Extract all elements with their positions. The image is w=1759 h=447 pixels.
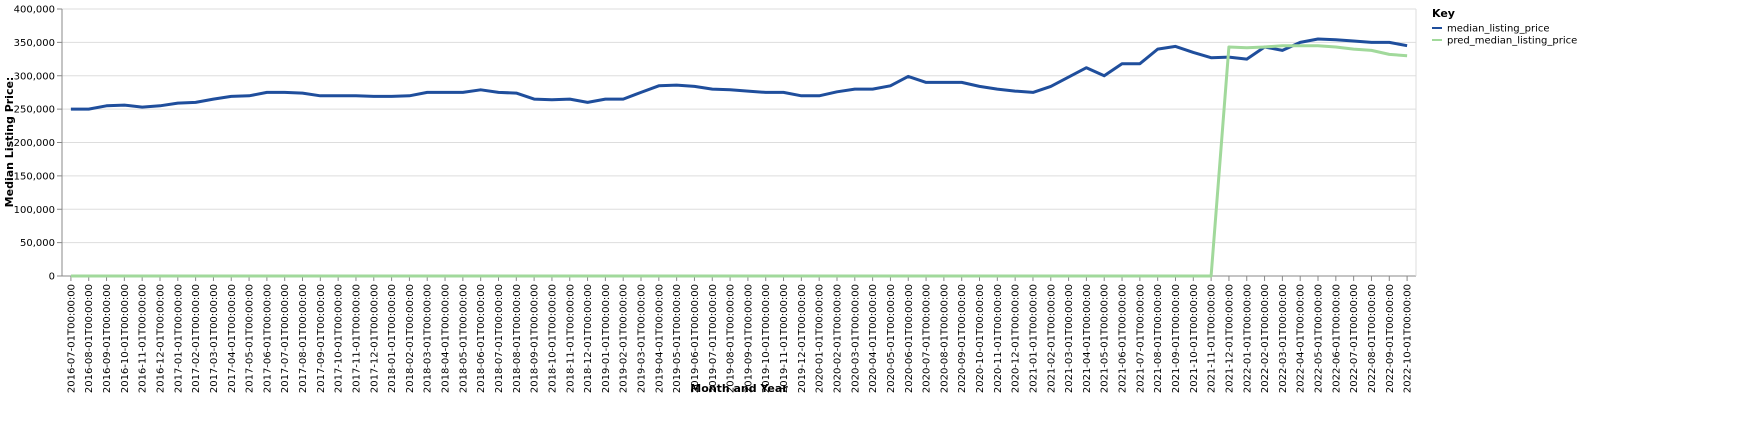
- x-tick-label: 2018-10-01T00:00:00: [547, 284, 558, 393]
- x-tick-label: 2017-05-01T00:00:00: [245, 284, 256, 393]
- x-tick-label: 2020-12-01T00:00:00: [1011, 284, 1022, 393]
- x-tick-label: 2018-12-01T00:00:00: [583, 284, 594, 393]
- x-tick-label: 2022-06-01T00:00:00: [1331, 284, 1342, 393]
- x-tick-label: 2018-08-01T00:00:00: [512, 284, 523, 393]
- series-line: [70, 44, 1408, 278]
- x-tick-label: 2021-03-01T00:00:00: [1064, 284, 1075, 393]
- x-tick-label: 2021-05-01T00:00:00: [1100, 284, 1111, 393]
- x-axis-title: Month and Year: [690, 382, 788, 395]
- x-tick-label: 2017-03-01T00:00:00: [209, 284, 220, 393]
- x-tick-label: 2021-06-01T00:00:00: [1118, 284, 1129, 393]
- x-tick-label: 2016-07-01T00:00:00: [66, 284, 77, 393]
- x-tick-label: 2018-03-01T00:00:00: [423, 284, 434, 393]
- y-axis-title: Median Listing Price:: [3, 77, 16, 208]
- x-tick-label: 2020-11-01T00:00:00: [993, 284, 1004, 393]
- x-tick-label: 2020-04-01T00:00:00: [868, 284, 879, 393]
- x-tick-label: 2017-12-01T00:00:00: [369, 284, 380, 393]
- x-tick-label: 2021-04-01T00:00:00: [1082, 284, 1093, 393]
- x-tick-label: 2018-11-01T00:00:00: [565, 284, 576, 393]
- x-tick-label: 2021-12-01T00:00:00: [1224, 284, 1235, 393]
- x-tick-label: 2022-03-01T00:00:00: [1278, 284, 1289, 393]
- x-tick-label: 2020-09-01T00:00:00: [957, 284, 968, 393]
- legend-label: median_listing_price: [1447, 24, 1550, 35]
- x-tick-label: 2020-07-01T00:00:00: [922, 284, 933, 393]
- x-tick-label: 2020-08-01T00:00:00: [939, 284, 950, 393]
- series-line: [70, 37, 1408, 111]
- x-tick-label: 2019-01-01T00:00:00: [601, 284, 612, 393]
- x-tick-label: 2016-10-01T00:00:00: [120, 284, 131, 393]
- y-tick-label: 100,000: [14, 205, 55, 216]
- x-tick-label: 2021-11-01T00:00:00: [1207, 284, 1218, 393]
- y-tick-label: 50,000: [20, 238, 55, 249]
- x-tick-label: 2019-08-01T00:00:00: [726, 284, 737, 393]
- y-tick-label: 150,000: [14, 171, 55, 182]
- x-tick-label: 2022-01-01T00:00:00: [1242, 284, 1253, 393]
- x-tick-label: 2017-06-01T00:00:00: [262, 284, 273, 393]
- x-tick-label: 2017-01-01T00:00:00: [173, 284, 184, 393]
- x-tick-label: 2016-12-01T00:00:00: [155, 284, 166, 393]
- x-tick-label: 2017-09-01T00:00:00: [316, 284, 327, 393]
- x-tick-label: 2017-10-01T00:00:00: [334, 284, 345, 393]
- x-tick-label: 2019-11-01T00:00:00: [779, 284, 790, 393]
- x-tick-label: 2020-06-01T00:00:00: [904, 284, 915, 393]
- x-tick-label: 2018-01-01T00:00:00: [387, 284, 398, 393]
- x-tick-label: 2018-05-01T00:00:00: [458, 284, 469, 393]
- x-tick-label: 2016-11-01T00:00:00: [138, 284, 149, 393]
- x-tick-label: 2016-08-01T00:00:00: [84, 284, 95, 393]
- x-tick-label: 2018-07-01T00:00:00: [494, 284, 505, 393]
- x-tick-label: 2018-02-01T00:00:00: [405, 284, 416, 393]
- x-tick-label: 2021-07-01T00:00:00: [1135, 284, 1146, 393]
- legend-label: pred_median_listing_price: [1447, 36, 1577, 47]
- x-tick-label: 2021-02-01T00:00:00: [1046, 284, 1057, 393]
- y-tick-label: 200,000: [14, 138, 55, 149]
- x-tick-label: 2017-11-01T00:00:00: [351, 284, 362, 393]
- y-tick-label: 250,000: [14, 105, 55, 116]
- y-tick-label: 300,000: [14, 71, 55, 82]
- x-tick-label: 2020-05-01T00:00:00: [886, 284, 897, 393]
- x-tick-label: 2017-08-01T00:00:00: [298, 284, 309, 393]
- x-tick-label: 2019-05-01T00:00:00: [672, 284, 683, 393]
- x-tick-label: 2022-02-01T00:00:00: [1260, 284, 1271, 393]
- x-tick-label: 2021-09-01T00:00:00: [1171, 284, 1182, 393]
- x-tick-label: 2019-09-01T00:00:00: [743, 284, 754, 393]
- x-tick-label: 2019-12-01T00:00:00: [797, 284, 808, 393]
- x-tick-label: 2017-07-01T00:00:00: [280, 284, 291, 393]
- x-tick-label: 2019-04-01T00:00:00: [654, 284, 665, 393]
- x-tick-label: 2021-10-01T00:00:00: [1189, 284, 1200, 393]
- x-tick-label: 2017-04-01T00:00:00: [227, 284, 238, 393]
- x-tick-label: 2020-02-01T00:00:00: [832, 284, 843, 393]
- legend-title: Key: [1432, 7, 1455, 20]
- x-tick-label: 2021-08-01T00:00:00: [1153, 284, 1164, 393]
- x-tick-label: 2016-09-01T00:00:00: [102, 284, 113, 393]
- x-tick-label: 2019-02-01T00:00:00: [619, 284, 630, 393]
- x-tick-label: 2019-10-01T00:00:00: [761, 284, 772, 393]
- x-tick-label: 2021-01-01T00:00:00: [1028, 284, 1039, 393]
- x-tick-label: 2019-06-01T00:00:00: [690, 284, 701, 393]
- x-tick-label: 2018-06-01T00:00:00: [476, 284, 487, 393]
- x-tick-label: 2019-03-01T00:00:00: [637, 284, 648, 393]
- x-tick-label: 2022-08-01T00:00:00: [1367, 284, 1378, 393]
- y-tick-label: 0: [49, 272, 55, 283]
- x-tick-label: 2020-03-01T00:00:00: [850, 284, 861, 393]
- x-tick-label: 2022-04-01T00:00:00: [1296, 284, 1307, 393]
- x-tick-label: 2022-05-01T00:00:00: [1314, 284, 1325, 393]
- x-tick-label: 2022-07-01T00:00:00: [1349, 284, 1360, 393]
- x-tick-label: 2022-09-01T00:00:00: [1385, 284, 1396, 393]
- y-tick-label: 350,000: [14, 38, 55, 49]
- x-tick-label: 2019-07-01T00:00:00: [708, 284, 719, 393]
- x-tick-label: 2020-10-01T00:00:00: [975, 284, 986, 393]
- x-tick-label: 2020-01-01T00:00:00: [815, 284, 826, 393]
- x-tick-label: 2017-02-01T00:00:00: [191, 284, 202, 393]
- x-tick-label: 2018-04-01T00:00:00: [441, 284, 452, 393]
- x-tick-label: 2018-09-01T00:00:00: [530, 284, 541, 393]
- y-tick-label: 400,000: [14, 5, 55, 16]
- x-tick-label: 2022-10-01T00:00:00: [1403, 284, 1414, 393]
